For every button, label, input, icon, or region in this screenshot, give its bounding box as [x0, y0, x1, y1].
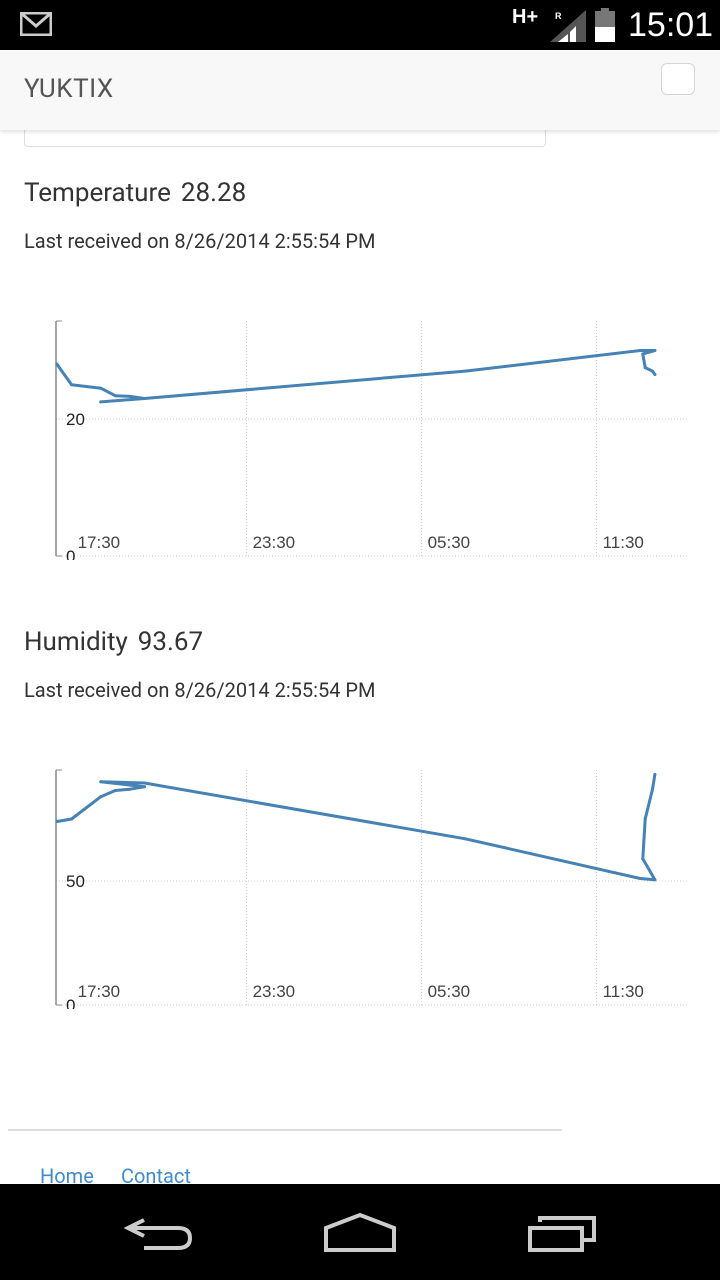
humidity-last-received: Last received on 8/26/2014 2:55:54 PM — [24, 678, 376, 702]
humidity-label: Humidity — [24, 627, 128, 657]
x-tick-label: 17:30 — [78, 982, 121, 1001]
data-point — [99, 386, 103, 390]
x-tick-label: 11:30 — [603, 982, 644, 1001]
battery-icon — [595, 8, 615, 42]
temperature-chart: 17:30 23:30 05:30 11:30 0 20 — [55, 320, 688, 560]
back-icon[interactable] — [124, 1214, 194, 1254]
x-tick-label: 23:30 — [253, 533, 296, 552]
data-point — [143, 781, 146, 785]
app-header: YUKTIX — [0, 50, 720, 130]
recent-apps-icon[interactable] — [526, 1214, 598, 1254]
y-tick-label: 0 — [66, 547, 75, 560]
data-point — [55, 362, 59, 366]
temperature-value: 28.28 — [180, 178, 247, 208]
x-tick-label: 05:30 — [428, 533, 471, 552]
y-tick-label: 0 — [66, 996, 75, 1009]
data-point — [143, 785, 146, 789]
temperature-heading: Temperature 28.28 — [24, 178, 246, 208]
data-point — [143, 396, 146, 400]
x-tick-label: 23:30 — [253, 982, 296, 1001]
data-point — [128, 787, 132, 791]
y-tick-label: 50 — [66, 872, 85, 891]
x-tick-label: 05:30 — [428, 982, 471, 1001]
data-point — [99, 400, 103, 404]
brand-logo[interactable]: YUKTIX — [24, 74, 114, 104]
data-point — [638, 349, 642, 352]
series-line — [55, 772, 657, 882]
data-point — [643, 366, 647, 370]
data-point — [55, 819, 59, 823]
data-point — [650, 369, 654, 373]
menu-toggle-button[interactable] — [661, 63, 695, 95]
humidity-chart: 17:30 23:30 05:30 11:30 50 0 — [55, 769, 688, 1009]
home-icon[interactable] — [322, 1212, 398, 1254]
data-point — [99, 780, 103, 784]
gmail-icon — [20, 12, 52, 36]
data-point — [70, 817, 74, 821]
network-type: H+ — [512, 6, 539, 28]
humidity-value: 93.67 — [137, 627, 204, 657]
temperature-label: Temperature — [24, 178, 171, 208]
humidity-heading: Humidity 93.67 — [24, 627, 203, 657]
x-tick-label: 17:30 — [78, 533, 121, 552]
data-point — [653, 372, 657, 376]
status-bar: H+ R 15:01 — [0, 0, 720, 50]
x-tick-label: 11:30 — [603, 533, 644, 552]
system-nav-bar — [0, 1184, 720, 1280]
series-line — [55, 349, 657, 404]
data-point — [113, 394, 117, 398]
data-point — [643, 817, 647, 821]
roaming-indicator: R — [555, 11, 562, 21]
signal-icon — [550, 10, 586, 42]
temperature-last-received: Last received on 8/26/2014 2:55:54 PM — [24, 229, 376, 253]
data-point — [653, 772, 657, 776]
data-point — [641, 352, 645, 356]
data-point — [99, 795, 103, 799]
data-point — [641, 857, 645, 861]
data-point — [653, 878, 657, 882]
data-point — [128, 394, 132, 398]
y-tick-label: 20 — [66, 410, 85, 429]
data-point — [113, 788, 117, 792]
data-point — [638, 877, 642, 881]
clock: 15:01 — [628, 6, 714, 44]
data-point — [650, 787, 654, 791]
footer-divider — [8, 1129, 562, 1131]
data-point — [653, 349, 657, 352]
data-point — [463, 369, 467, 373]
data-point — [463, 837, 467, 841]
data-point — [70, 383, 74, 387]
